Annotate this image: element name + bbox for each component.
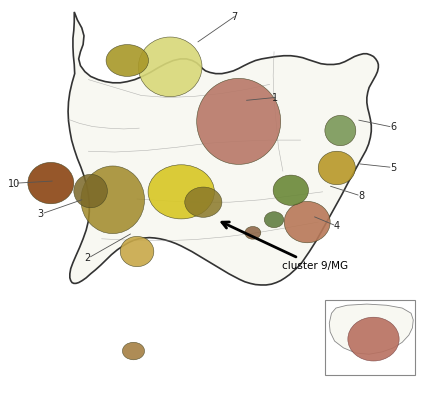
Ellipse shape [245, 226, 261, 239]
Text: 4: 4 [334, 221, 340, 231]
Text: 6: 6 [390, 122, 396, 133]
Polygon shape [68, 12, 378, 285]
Ellipse shape [185, 187, 222, 217]
Ellipse shape [273, 175, 309, 205]
Ellipse shape [74, 174, 107, 208]
Text: 10: 10 [8, 179, 20, 189]
Polygon shape [329, 304, 413, 354]
Text: 3: 3 [38, 209, 44, 219]
Ellipse shape [197, 78, 281, 164]
Ellipse shape [120, 236, 154, 267]
Text: 7: 7 [231, 12, 237, 22]
Ellipse shape [138, 37, 202, 97]
Ellipse shape [318, 151, 355, 185]
Ellipse shape [28, 162, 74, 204]
Ellipse shape [284, 201, 330, 243]
Text: 1: 1 [272, 92, 278, 103]
Ellipse shape [81, 166, 145, 234]
Ellipse shape [264, 212, 284, 228]
Ellipse shape [106, 45, 149, 76]
Ellipse shape [122, 342, 145, 360]
Text: 8: 8 [358, 191, 365, 201]
Text: 2: 2 [84, 253, 91, 263]
Ellipse shape [325, 115, 356, 146]
Bar [325, 300, 415, 375]
Text: 5: 5 [390, 163, 396, 173]
Ellipse shape [148, 165, 214, 219]
Ellipse shape [348, 317, 399, 361]
Text: cluster 9/MG: cluster 9/MG [222, 222, 348, 271]
